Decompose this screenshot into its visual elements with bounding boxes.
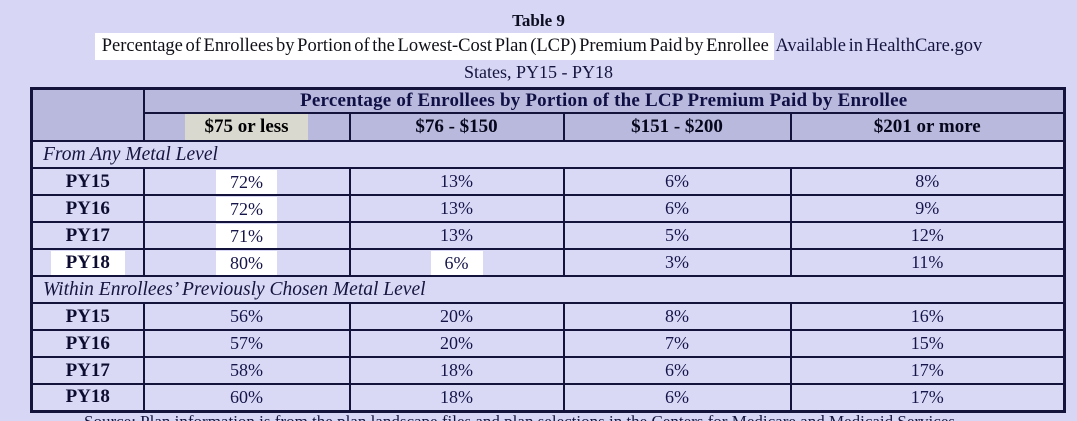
table-cell: 15% xyxy=(789,329,1066,358)
table-cell: 11% xyxy=(789,248,1066,277)
table-row-chosen-py16: PY16 57% 20% 7% 15% xyxy=(30,329,1066,358)
column-header-75-or-less: $75 or less xyxy=(142,112,351,142)
table-cell: 17% xyxy=(789,383,1066,412)
table-cell: 58% xyxy=(142,356,351,385)
table-cell: 60% xyxy=(142,383,351,412)
table-header-title: Percentage of Enrollees by Portion of th… xyxy=(142,87,1066,114)
table-row-any-py16: PY16 72% 13% 6% 9% xyxy=(30,194,1066,223)
table-cell: 13% xyxy=(348,194,565,223)
highlighted-row-label: PY18 xyxy=(50,251,125,274)
table-row-chosen-py18: PY18 60% 18% 6% 17% xyxy=(30,383,1066,412)
table-cell: 57% xyxy=(142,329,351,358)
table-cell: 6% xyxy=(562,167,792,196)
table-cell: 72% xyxy=(142,167,351,196)
table-cell: 6% xyxy=(562,383,792,412)
table-cell: 13% xyxy=(348,167,565,196)
table-cell: 16% xyxy=(789,302,1066,331)
column-header-201-more: $201 or more xyxy=(789,112,1066,142)
row-label: PY18 xyxy=(30,248,145,277)
table-row-any-py15: PY15 72% 13% 6% 8% xyxy=(30,167,1066,196)
highlighted-column-header: $75 or less xyxy=(185,115,308,139)
table-row-chosen-py15: PY15 56% 20% 8% 16% xyxy=(30,302,1066,331)
table-cell: 80% xyxy=(142,248,351,277)
table-cell: 17% xyxy=(789,356,1066,385)
table-row-any-py18: PY18 80% 6% 3% 11% xyxy=(30,248,1066,277)
table-caption-line: Percentage of Enrollees by Portion of th… xyxy=(0,32,1077,61)
section-label: Within Enrollees’ Previously Chosen Meta… xyxy=(30,275,1066,304)
row-label: PY17 xyxy=(30,356,145,385)
table-cell: 12% xyxy=(789,221,1066,250)
table-cell: 3% xyxy=(562,248,792,277)
source-note: Source: Plan information is from the pla… xyxy=(84,412,955,421)
table-cell: 72% xyxy=(142,194,351,223)
table-cell: 20% xyxy=(348,329,565,358)
section-row-any-metal-level: From Any Metal Level xyxy=(30,140,1066,169)
table-title-block: Table 9 Percentage of Enrollees by Porti… xyxy=(0,10,1077,83)
table-cell: 71% xyxy=(142,221,351,250)
table-cell: 6% xyxy=(348,248,565,277)
row-label: PY16 xyxy=(30,329,145,358)
table-row-any-py17: PY17 71% 13% 5% 12% xyxy=(30,221,1066,250)
table-cell: 20% xyxy=(348,302,565,331)
table-cell: 56% xyxy=(142,302,351,331)
column-header-76-150: $76 - $150 xyxy=(348,112,565,142)
highlighted-value: 80% xyxy=(216,251,277,274)
table-cell: 5% xyxy=(562,221,792,250)
table-cell: 18% xyxy=(348,383,565,412)
highlighted-value: 71% xyxy=(216,224,277,247)
caption-states-line: States, PY15 - PY18 xyxy=(463,62,613,82)
row-label: PY18 xyxy=(30,383,145,412)
section-label: From Any Metal Level xyxy=(30,140,1066,169)
table-cell: 18% xyxy=(348,356,565,385)
highlighted-value: 72% xyxy=(216,170,277,193)
table-cell: 13% xyxy=(348,221,565,250)
row-label: PY15 xyxy=(30,302,145,331)
corner-cell xyxy=(30,87,145,142)
table-row-chosen-py17: PY17 58% 18% 6% 17% xyxy=(30,356,1066,385)
highlighted-value: 6% xyxy=(430,251,483,274)
row-label: PY17 xyxy=(30,221,145,250)
table-number: Table 9 xyxy=(512,11,565,30)
table-cell: 6% xyxy=(562,356,792,385)
column-header-151-200: $151 - $200 xyxy=(562,112,792,142)
caption-highlighted-text: Percentage of Enrollees by Portion of th… xyxy=(94,33,774,60)
table-cell: 8% xyxy=(562,302,792,331)
row-label: PY16 xyxy=(30,194,145,223)
highlighted-value: 72% xyxy=(216,197,277,220)
data-table: Percentage of Enrollees by Portion of th… xyxy=(30,87,1067,413)
row-label: PY15 xyxy=(30,167,145,196)
table-cell: 7% xyxy=(562,329,792,358)
caption-rest-text: Available in HealthCare.gov xyxy=(773,36,983,56)
table-cell: 8% xyxy=(789,167,1066,196)
table-cell: 6% xyxy=(562,194,792,223)
section-row-previously-chosen: Within Enrollees’ Previously Chosen Meta… xyxy=(30,275,1066,304)
table-cell: 9% xyxy=(789,194,1066,223)
